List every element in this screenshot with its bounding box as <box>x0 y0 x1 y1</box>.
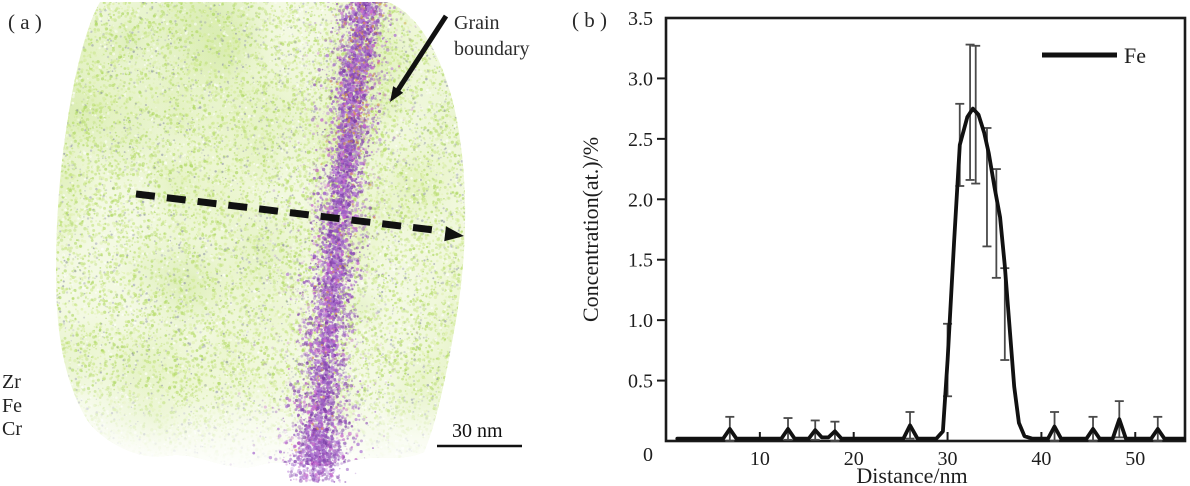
grain-boundary-annotation: Grain boundary <box>454 12 530 61</box>
y-tick-label: 1.5 <box>628 250 653 272</box>
atom-label-zr: Zr <box>2 371 21 393</box>
panel-b-label: ( b ) <box>572 8 607 32</box>
panel-b-concentration-profile: 10 20 30 40 50 0 0.5 1.0 1.5 2.0 2.5 3.0 3.5 Distance… <box>560 0 1190 486</box>
fe-concentration-line <box>675 106 1186 441</box>
atom-label-fe: Fe <box>2 394 22 417</box>
scale-bar-label: 30 nm <box>452 420 503 442</box>
grain-boundary-arrowhead-icon <box>390 86 404 102</box>
plot-border <box>664 16 1187 443</box>
x-tick-label: 20 <box>844 448 864 470</box>
y-tick-label: 0 <box>643 444 653 466</box>
y-axis-title: Concentration(at.)/% <box>578 137 603 322</box>
concentration-profile-chart: 10 20 30 40 50 0 0.5 1.0 1.5 2.0 2.5 3.0 3.5 Distance… <box>578 8 1187 486</box>
y-tick-label: 3.0 <box>628 68 653 90</box>
x-tick-label: 50 <box>1125 448 1145 470</box>
x-tick-label: 10 <box>750 448 770 470</box>
x-axis-title: Distance/nm <box>856 463 967 486</box>
atom-label-cr: Cr <box>2 418 22 440</box>
profile-arrowhead-icon <box>444 226 464 242</box>
x-tick-label: 40 <box>1031 448 1051 470</box>
y-tick-label: 2.0 <box>628 189 653 211</box>
atom-species-legend: Zr Fe Cr <box>2 371 22 442</box>
panel-a-annotations <box>135 14 522 448</box>
legend-label: Fe <box>1124 43 1146 68</box>
y-tick-label: 2.5 <box>628 129 653 151</box>
panel-a-atom-map: ( a ) Grain boundary Zr Fe Cr 30 nm <box>0 0 560 486</box>
grain-boundary-arrow <box>395 14 449 92</box>
y-tick-label: 1.0 <box>628 310 653 332</box>
panel-a-label: ( a ) <box>8 10 42 34</box>
y-tick-label: 3.5 <box>628 8 653 30</box>
y-tick-label: 0.5 <box>628 371 653 393</box>
atom-map-point-cloud <box>0 0 560 486</box>
x-tick-label: 30 <box>938 448 958 470</box>
profile-direction-dashed-arrow <box>135 190 443 235</box>
